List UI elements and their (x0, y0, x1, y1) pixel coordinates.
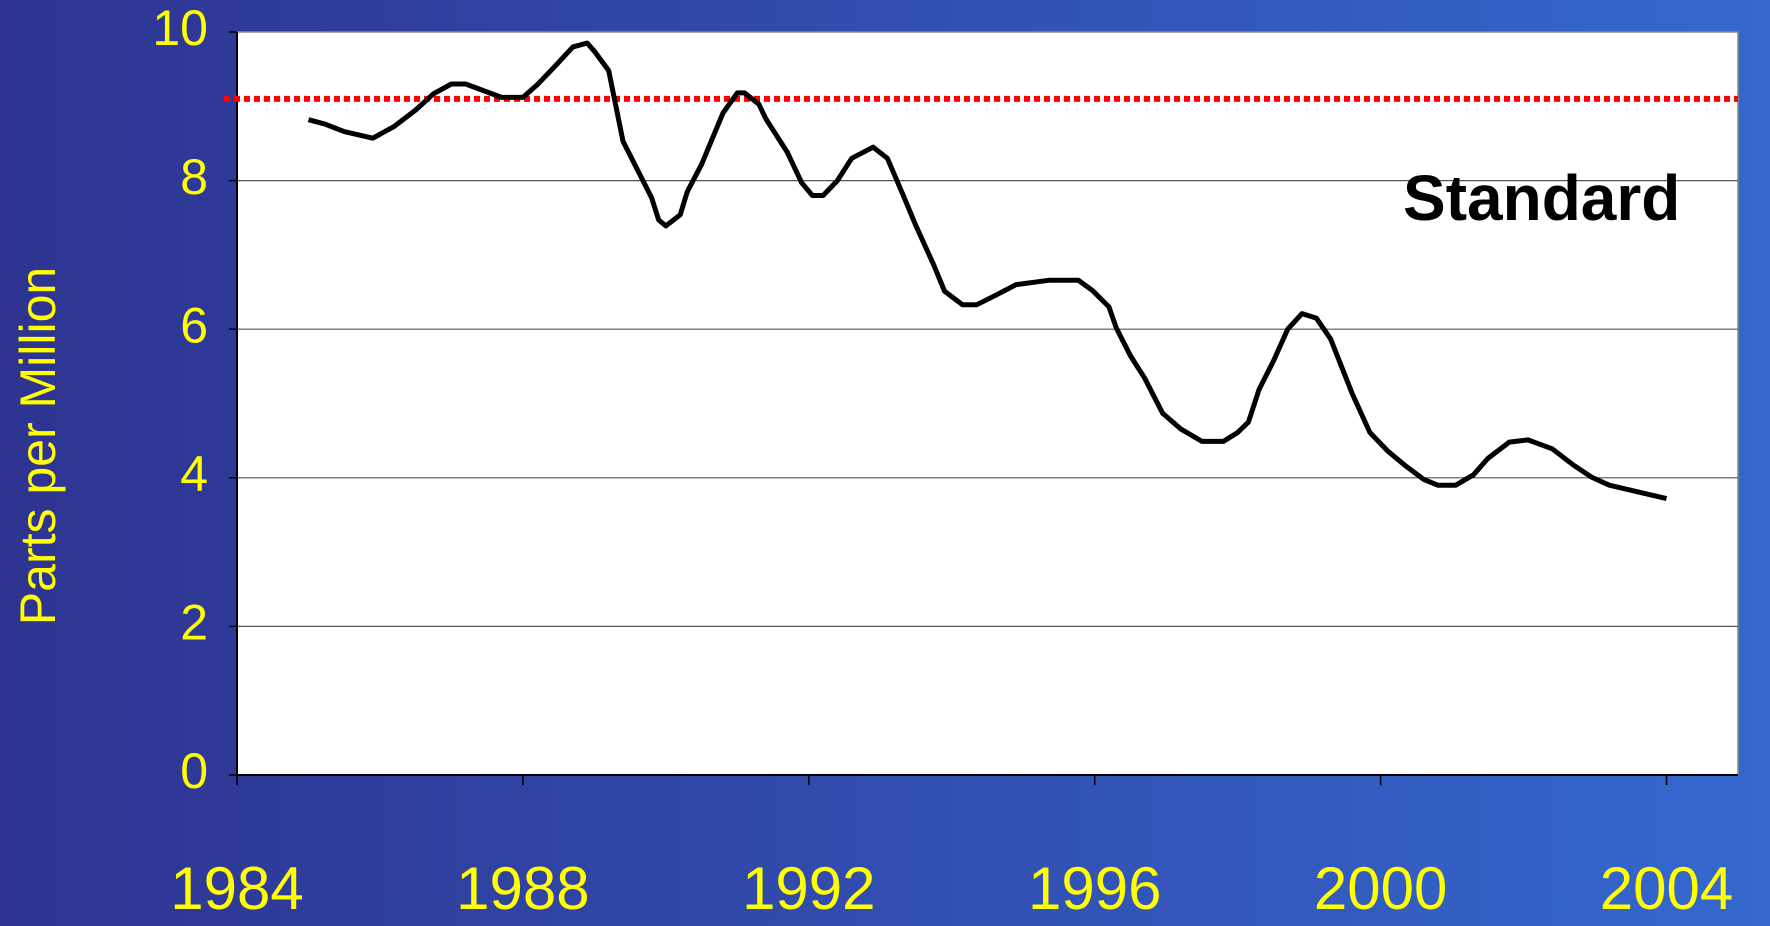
y-tick-label: 2 (180, 595, 208, 651)
x-tick-label: 1984 (170, 855, 303, 922)
y-axis-title: Parts per Million (10, 267, 66, 625)
x-tick-label: 1996 (1028, 855, 1161, 922)
y-tick-label: 8 (180, 149, 208, 205)
x-tick-label: 1988 (456, 855, 589, 922)
x-tick-label: 1992 (742, 855, 875, 922)
y-tick-label: 4 (180, 446, 208, 502)
x-tick-label: 2004 (1600, 855, 1733, 922)
x-tick-label: 2000 (1314, 855, 1447, 922)
y-tick-label: 10 (152, 0, 208, 56)
y-tick-label: 0 (180, 743, 208, 799)
y-tick-label: 6 (180, 297, 208, 353)
data-line (307, 40, 1668, 502)
plot-area (236, 31, 1739, 776)
reference-label: Standard (1403, 162, 1680, 234)
